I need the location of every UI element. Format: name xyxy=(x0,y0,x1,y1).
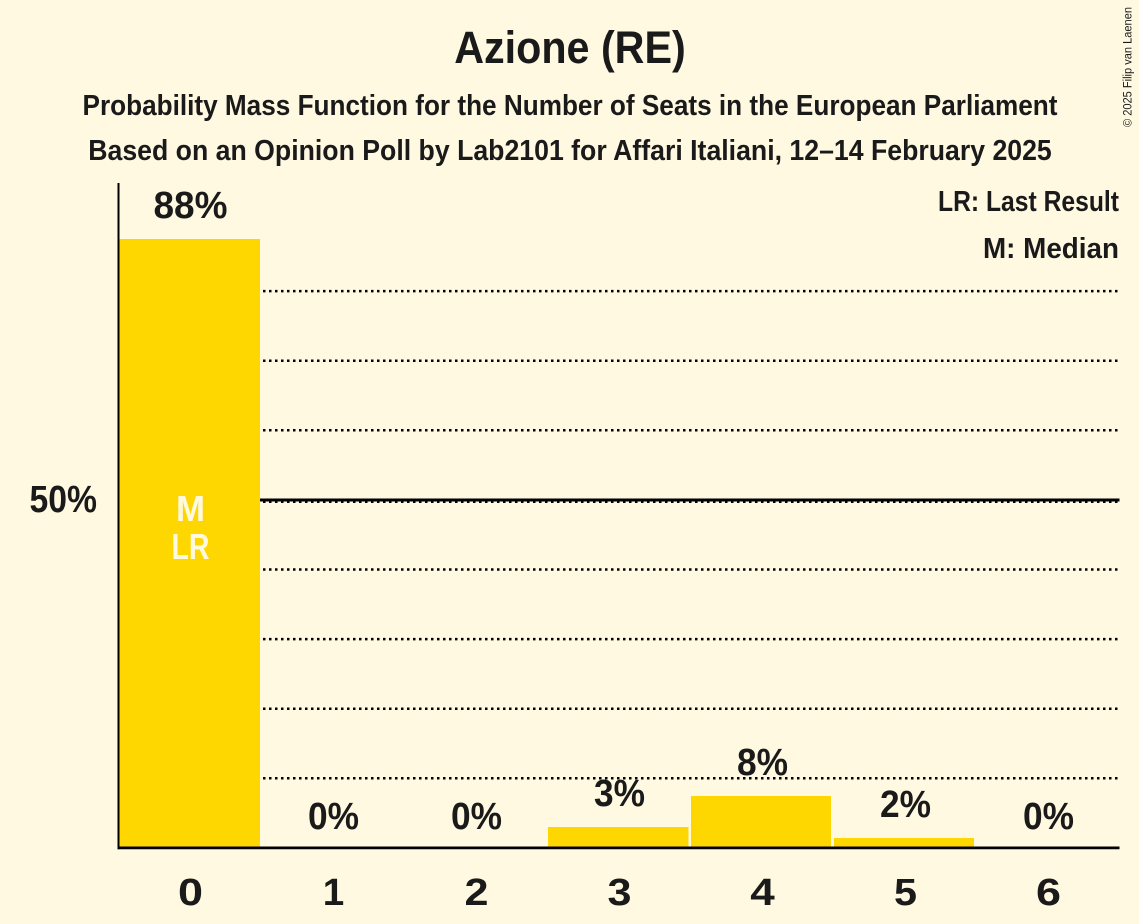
svg-text:3%: 3% xyxy=(594,773,645,815)
svg-text:0%: 0% xyxy=(308,796,359,838)
svg-text:8%: 8% xyxy=(737,742,788,784)
svg-text:0%: 0% xyxy=(451,796,502,838)
svg-text:88%: 88% xyxy=(154,185,228,227)
svg-text:Probability Mass Function for: Probability Mass Function for the Number… xyxy=(83,90,1058,122)
svg-text:6: 6 xyxy=(1036,872,1061,914)
svg-text:2: 2 xyxy=(465,872,489,914)
svg-text:1: 1 xyxy=(323,872,345,914)
svg-text:0: 0 xyxy=(178,872,203,914)
svg-text:50%: 50% xyxy=(30,479,98,521)
svg-text:0%: 0% xyxy=(1023,796,1074,838)
svg-text:2%: 2% xyxy=(880,784,931,826)
svg-text:M: M xyxy=(176,488,205,529)
svg-text:© 2025 Filip van Laenen: © 2025 Filip van Laenen xyxy=(1123,7,1135,127)
svg-text:4: 4 xyxy=(750,872,775,914)
svg-text:LR: LR xyxy=(172,526,210,567)
svg-text:Based on an Opinion Poll by La: Based on an Opinion Poll by Lab2101 for … xyxy=(88,135,1052,167)
svg-text:5: 5 xyxy=(894,872,917,914)
svg-text:Azione (RE): Azione (RE) xyxy=(454,22,686,73)
svg-text:M: Median: M: Median xyxy=(983,233,1119,265)
svg-text:3: 3 xyxy=(608,872,632,914)
svg-text:LR: Last Result: LR: Last Result xyxy=(938,186,1119,218)
